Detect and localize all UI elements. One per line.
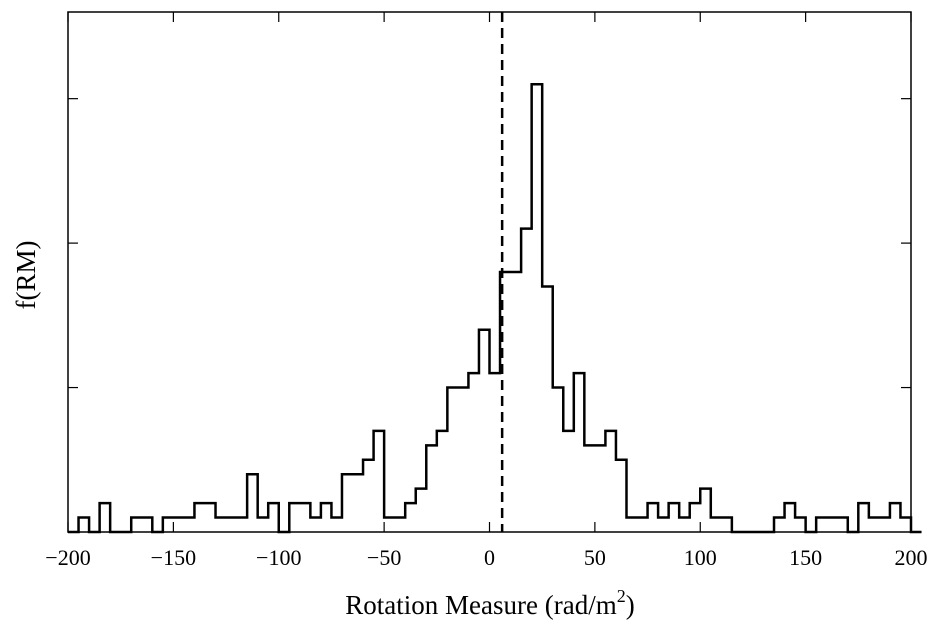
x-tick-label: 0 <box>484 545 495 570</box>
x-axis-label: Rotation Measure (rad/m2) <box>345 586 634 620</box>
x-tick-label: −200 <box>45 545 90 570</box>
x-tick-label: 150 <box>789 545 822 570</box>
x-axis-tick-labels: −200 −150 −100 −50 0 50 100 150 200 <box>45 545 927 570</box>
y-axis-ticks <box>68 98 911 389</box>
histogram-step-line <box>68 82 922 534</box>
x-tick-label: −100 <box>256 545 301 570</box>
x-axis-ticks <box>67 12 912 532</box>
x-tick-label: −50 <box>367 545 401 570</box>
x-axis-label-suffix: ) <box>626 590 635 620</box>
x-axis-label-superscript: 2 <box>617 586 626 606</box>
x-tick-label: 200 <box>895 545 928 570</box>
x-tick-label: 100 <box>684 545 717 570</box>
x-tick-label: 50 <box>584 545 606 570</box>
plot-frame <box>67 11 912 533</box>
x-axis-label-main: Rotation Measure (rad/m <box>345 590 616 620</box>
y-axis-label: f(RM) <box>11 241 41 310</box>
x-tick-label: −150 <box>151 545 196 570</box>
